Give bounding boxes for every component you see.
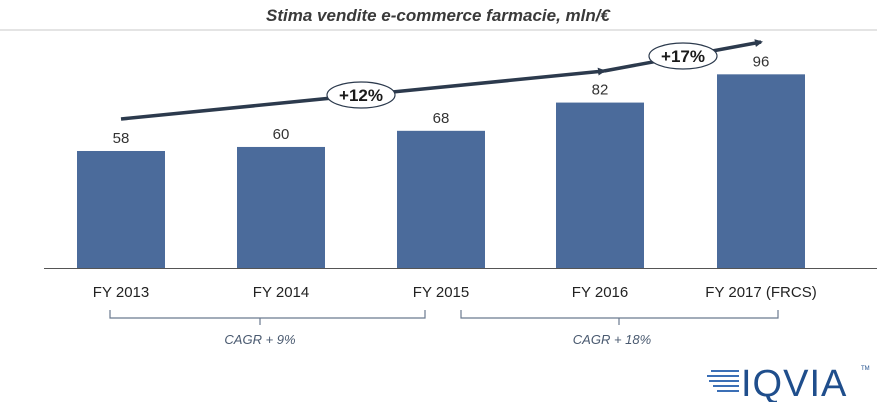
growth-bubble-1 bbox=[326, 81, 396, 109]
bar bbox=[556, 102, 644, 268]
x-tick-label: FY 2013 bbox=[93, 284, 149, 301]
chart-title: Stima vendite e-commerce farmacie, mln/€ bbox=[266, 6, 611, 25]
bar-value-label: 60 bbox=[273, 126, 290, 143]
bar-value-label: 96 bbox=[753, 53, 770, 70]
x-tick-label: FY 2016 bbox=[572, 284, 628, 301]
growth-label: +17% bbox=[661, 47, 705, 66]
logo-wordmark: IQVIA bbox=[741, 363, 847, 402]
logo-trademark: TM bbox=[861, 366, 870, 372]
bar bbox=[237, 146, 325, 268]
category-labels: FY 2013 FY 2014 FY 2015 FY 2016 FY 2017 (FRC… bbox=[93, 284, 817, 301]
cagr-brace-2 bbox=[460, 310, 779, 325]
bar-value-label: 82 bbox=[592, 82, 609, 99]
growth-label: +12% bbox=[339, 86, 383, 105]
x-tick-label: FY 2017 (FRCS) bbox=[705, 284, 816, 301]
cagr-brace-1 bbox=[109, 310, 426, 325]
iqvia-logo: IQVIA TM bbox=[707, 363, 870, 402]
growth-annotations: +12% +17% bbox=[120, 39, 763, 121]
bar-value-label: 58 bbox=[113, 130, 130, 147]
value-labels: 58 60 68 82 96 bbox=[113, 53, 770, 147]
logo-stripes-icon bbox=[707, 370, 739, 392]
growth-bubble-2 bbox=[648, 42, 718, 70]
x-tick-label: FY 2015 bbox=[413, 284, 469, 301]
cagr-label: CAGR + 18% bbox=[573, 332, 651, 347]
cagr-label: CAGR + 9% bbox=[224, 332, 295, 347]
x-tick-label: FY 2014 bbox=[253, 284, 309, 301]
bar bbox=[397, 130, 485, 268]
bars bbox=[77, 74, 805, 268]
bar-value-label: 68 bbox=[433, 110, 450, 127]
cagr-annotations: CAGR + 9% CAGR + 18% bbox=[109, 310, 779, 347]
bar bbox=[77, 150, 165, 268]
bar bbox=[717, 74, 805, 268]
